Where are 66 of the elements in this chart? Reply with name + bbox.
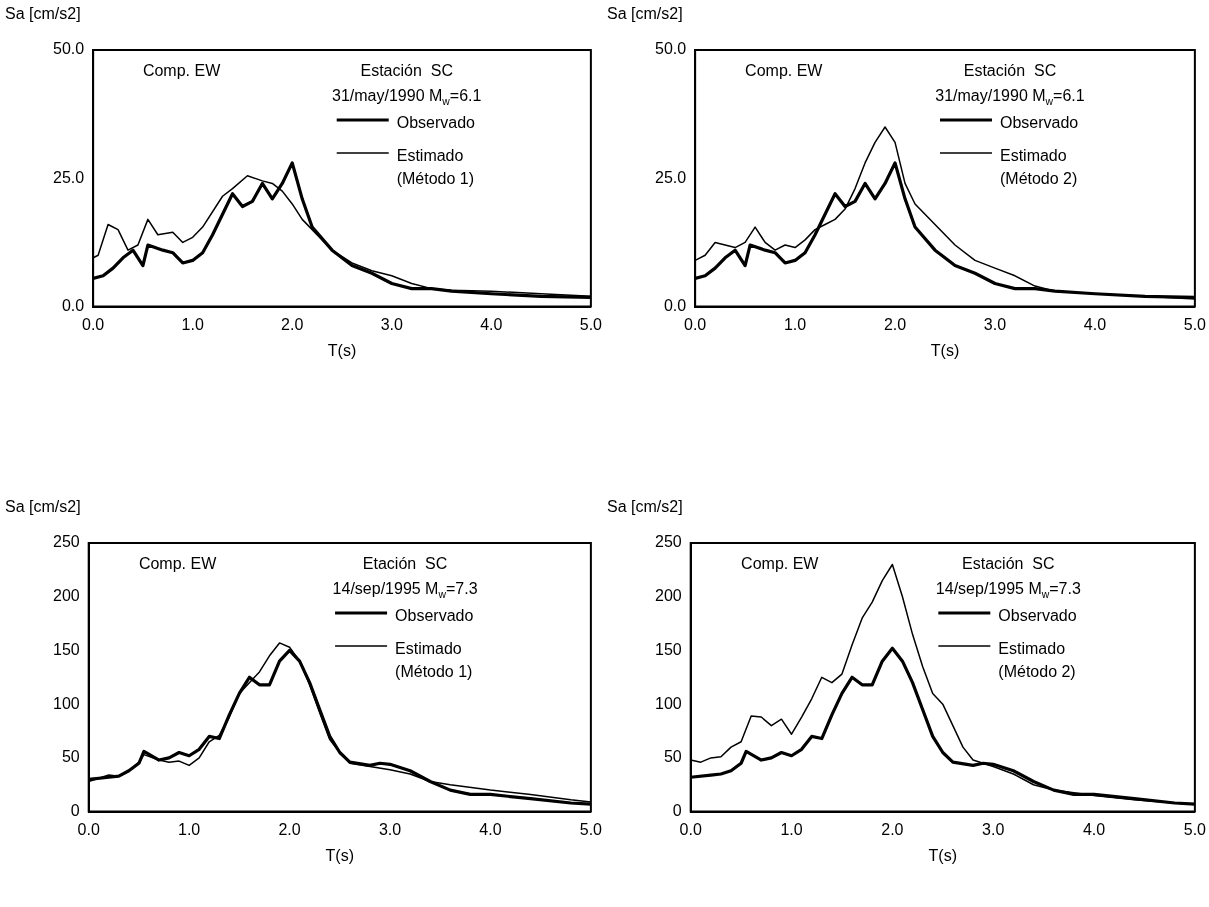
legend-label: Estimado (Método 1) (395, 640, 473, 681)
annotation: Comp. EW (142, 62, 222, 80)
y-tick-label: 200 (52, 587, 80, 605)
y-axis-title: Sa [cm/s2] (607, 498, 683, 516)
annotation: Estación SC (962, 555, 1055, 573)
y-axis-title: Sa [cm/s2] (5, 5, 81, 23)
x-tick-label: 2.0 (281, 315, 304, 333)
x-tick-label: 5.0 (579, 820, 603, 838)
y-tick-label: 200 (654, 587, 682, 605)
x-tick-label: 1.0 (181, 315, 204, 333)
x-tick-label: 4.0 (1082, 820, 1106, 838)
legend-label: Observado (998, 607, 1077, 625)
y-axis-title: Sa [cm/s2] (5, 498, 81, 516)
x-tick-label: 0.0 (684, 315, 707, 333)
x-axis-title: T(s) (930, 341, 960, 359)
y-tick-label: 250 (654, 533, 682, 551)
y-tick-label: 50 (61, 748, 80, 766)
x-tick-label: 0.0 (679, 820, 702, 838)
y-tick-label: 0.0 (61, 297, 85, 315)
y-tick-label: 100 (654, 694, 682, 712)
legend-label: Observado (396, 114, 476, 132)
x-tick-label: 5.0 (1183, 315, 1207, 333)
legend-label: Observado (395, 607, 474, 625)
x-tick-label: 2.0 (881, 820, 904, 838)
x-tick-label: 5.0 (1183, 820, 1207, 838)
x-tick-label: 2.0 (883, 315, 907, 333)
y-tick-label: 150 (52, 640, 80, 658)
y-tick-label: 50.0 (53, 40, 85, 58)
x-tick-label: 0.0 (82, 315, 105, 333)
y-tick-label: 0 (70, 802, 80, 820)
x-tick-label: 3.0 (983, 315, 1007, 333)
x-axis-title: T(s) (928, 846, 958, 864)
x-tick-label: 3.0 (380, 315, 403, 333)
x-tick-label: 1.0 (780, 820, 803, 838)
y-tick-label: 25.0 (53, 168, 85, 186)
y-tick-label: 0.0 (663, 297, 687, 315)
annotation: Estación SC (360, 62, 453, 80)
legend-label: Estimado (Método 2) (998, 640, 1076, 681)
annotation: Comp. EW (745, 62, 824, 80)
x-tick-label: 3.0 (378, 820, 402, 838)
y-tick-label: 150 (654, 640, 682, 658)
annotation: Estación SC (963, 62, 1057, 80)
x-tick-label: 1.0 (783, 315, 807, 333)
legend-label: Estimado (Método 1) (396, 147, 475, 188)
x-tick-label: 4.0 (480, 315, 503, 333)
y-tick-label: 0 (672, 802, 682, 820)
legend-label: Observado (999, 114, 1079, 132)
x-axis-title: T(s) (327, 341, 357, 359)
y-axis-title: Sa [cm/s2] (607, 5, 683, 23)
x-tick-label: 3.0 (982, 820, 1005, 838)
x-tick-label: 1.0 (178, 820, 201, 838)
x-tick-label: 5.0 (579, 315, 603, 333)
annotation: Comp. EW (741, 555, 820, 573)
y-tick-label: 50 (663, 748, 682, 766)
x-tick-label: 4.0 (1083, 315, 1107, 333)
annotation: Etación SC (362, 555, 448, 573)
y-tick-label: 100 (52, 694, 80, 712)
annotation: Comp. EW (138, 555, 218, 573)
x-tick-label: 0.0 (77, 820, 100, 838)
x-tick-label: 2.0 (278, 820, 301, 838)
y-tick-label: 50.0 (655, 40, 687, 58)
y-tick-label: 250 (52, 533, 80, 551)
x-tick-label: 4.0 (479, 820, 502, 838)
legend-label: Estimado (Método 2) (999, 147, 1078, 188)
y-tick-label: 25.0 (655, 168, 687, 186)
x-axis-title: T(s) (325, 846, 355, 864)
